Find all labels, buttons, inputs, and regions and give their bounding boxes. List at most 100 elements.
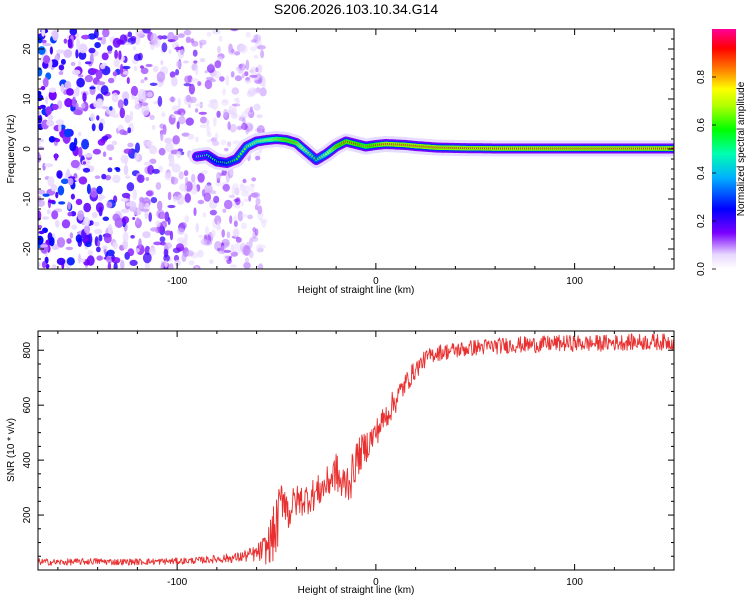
noise-blob <box>204 184 213 194</box>
noise-blob <box>148 247 156 256</box>
noise-blob <box>252 192 261 199</box>
noise-blob <box>47 176 55 187</box>
noise-blob <box>123 164 129 176</box>
noise-blob <box>181 132 190 137</box>
noise-blob <box>66 168 70 177</box>
noise-blob <box>78 146 83 158</box>
colorbar-tick-label: 0.2 <box>696 214 707 228</box>
noise-blob <box>159 212 166 220</box>
noise-blob <box>112 71 118 77</box>
noise-blob <box>67 38 73 49</box>
noise-blob <box>92 211 98 219</box>
noise-blob <box>41 29 46 37</box>
noise-blob <box>243 198 248 202</box>
noise-blob <box>149 114 155 120</box>
noise-blob <box>184 193 191 203</box>
noise-blob <box>97 37 103 41</box>
noise-blob <box>66 238 72 244</box>
noise-blob <box>234 204 241 209</box>
noise-blob <box>216 220 221 230</box>
noise-blob <box>83 224 91 234</box>
noise-blob <box>171 163 181 173</box>
noise-blob <box>255 155 261 161</box>
noise-blob <box>164 230 172 236</box>
noise-blob <box>124 114 131 124</box>
noise-blob <box>55 219 60 228</box>
noise-blob <box>54 153 58 161</box>
y-tick-label: -10 <box>22 191 33 206</box>
noise-blob <box>146 91 153 98</box>
noise-blob <box>102 135 109 141</box>
noise-blob <box>42 193 50 197</box>
noise-blob <box>237 69 243 74</box>
noise-blob <box>214 71 221 79</box>
noise-blob <box>150 227 158 232</box>
noise-blob <box>185 117 194 126</box>
noise-blob <box>151 124 156 131</box>
noise-blob <box>142 231 151 239</box>
noise-blob <box>220 139 227 146</box>
noise-blob <box>81 139 90 150</box>
noise-blob <box>112 241 118 250</box>
noise-blob <box>179 222 187 230</box>
noise-blob <box>38 189 46 195</box>
y-tick-label: 600 <box>22 396 33 413</box>
noise-blob <box>159 236 166 243</box>
noise-blob <box>45 263 50 269</box>
noise-blob <box>56 257 66 266</box>
snr-y-label: SNR (10 * v/v) <box>6 418 17 482</box>
noise-blob <box>184 215 190 224</box>
noise-blob <box>86 255 95 266</box>
noise-blob <box>177 97 181 108</box>
noise-blob <box>198 234 203 239</box>
noise-blob <box>121 216 130 224</box>
y-tick-label: -20 <box>22 241 33 256</box>
noise-blob <box>98 234 103 242</box>
noise-blob <box>82 167 91 173</box>
noise-blob <box>249 74 258 78</box>
noise-blob <box>244 79 252 84</box>
noise-blob <box>242 117 246 125</box>
noise-blob <box>96 81 106 86</box>
noise-blob <box>91 123 96 132</box>
noise-blob <box>156 71 166 83</box>
noise-blob <box>127 31 133 38</box>
noise-blob <box>253 55 259 59</box>
noise-blob <box>47 198 52 209</box>
noise-blob <box>129 110 134 122</box>
noise-blob <box>197 199 205 205</box>
noise-blob <box>133 65 138 72</box>
noise-blob <box>139 196 145 203</box>
noise-blob <box>216 171 221 181</box>
noise-blob <box>253 103 261 111</box>
noise-blob <box>249 106 253 113</box>
colorbar-tick-label: 0.0 <box>696 262 707 276</box>
noise-blob <box>100 85 109 96</box>
noise-blob <box>58 64 65 71</box>
noise-blob <box>65 246 74 251</box>
noise-blob <box>56 237 66 248</box>
noise-blob <box>106 144 115 151</box>
noise-blob <box>38 235 44 245</box>
noise-blob <box>63 128 73 138</box>
noise-blob <box>235 197 241 206</box>
noise-blob <box>176 60 182 69</box>
x-tick-label: 100 <box>566 577 583 588</box>
noise-blob <box>117 99 124 109</box>
noise-blob <box>175 69 180 76</box>
noise-blob <box>95 69 103 80</box>
noise-blob <box>172 135 180 145</box>
noise-blob <box>191 40 199 47</box>
noise-blob <box>205 225 210 236</box>
noise-blob <box>178 116 186 125</box>
noise-blob <box>252 88 262 94</box>
noise-blob <box>115 167 121 173</box>
noise-blob <box>58 201 66 205</box>
noise-blob <box>257 64 263 74</box>
noise-blob <box>75 86 80 97</box>
noise-blob <box>188 83 195 95</box>
noise-blob <box>38 137 43 143</box>
noise-blob <box>38 224 43 229</box>
